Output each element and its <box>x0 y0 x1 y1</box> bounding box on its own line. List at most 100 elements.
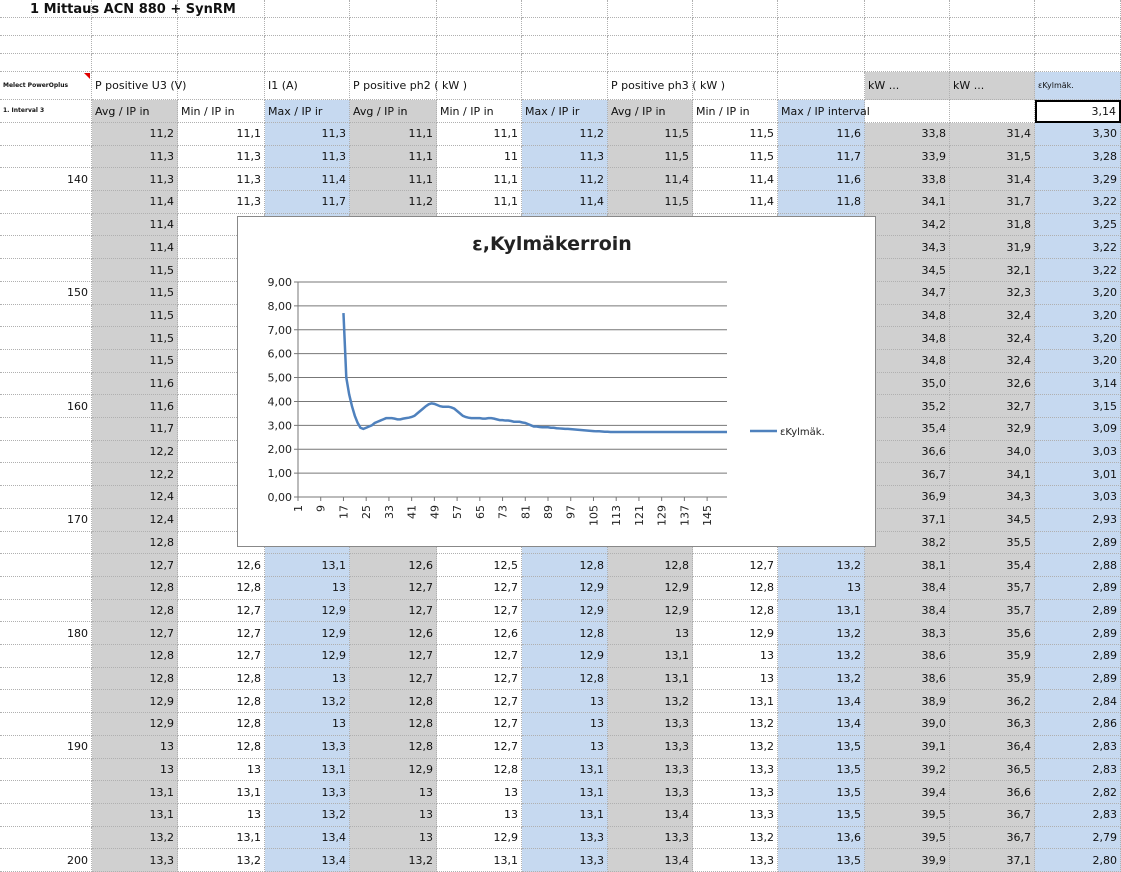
cell[interactable]: 3,22 <box>1035 191 1121 214</box>
cell[interactable]: 36,2 <box>950 690 1035 714</box>
cell[interactable]: 13,1 <box>522 781 608 804</box>
cell[interactable] <box>778 18 865 36</box>
cell[interactable]: 12,9 <box>693 622 778 646</box>
cell[interactable]: 13,2 <box>778 554 865 577</box>
cell[interactable]: 13,2 <box>265 690 350 714</box>
cell[interactable] <box>950 18 1035 36</box>
row-label[interactable] <box>0 599 92 623</box>
row-label[interactable]: 160 <box>0 395 92 419</box>
row-label[interactable] <box>0 486 92 509</box>
cell[interactable]: 32,4 <box>950 304 1035 328</box>
cell[interactable]: 12,7 <box>437 735 522 759</box>
cell[interactable] <box>0 18 92 36</box>
cell[interactable]: 34,0 <box>950 440 1035 464</box>
cell[interactable] <box>522 0 608 18</box>
cell[interactable]: 11,5 <box>693 145 778 169</box>
subheader-cell[interactable]: 3,14 <box>1035 100 1121 123</box>
cell[interactable] <box>350 54 437 72</box>
header-cell[interactable] <box>778 72 865 100</box>
cell[interactable]: 34,8 <box>865 327 950 350</box>
cell[interactable] <box>178 36 265 54</box>
cell[interactable] <box>693 0 778 18</box>
row-label[interactable] <box>0 372 92 396</box>
cell[interactable]: 36,5 <box>950 758 1035 782</box>
cell[interactable]: 13 <box>608 622 693 646</box>
cell[interactable] <box>265 36 350 54</box>
cell[interactable] <box>350 0 437 18</box>
cell[interactable]: 12,9 <box>92 690 178 714</box>
cell[interactable]: 3,15 <box>1035 395 1121 419</box>
cell[interactable]: 13,2 <box>693 735 778 759</box>
cell[interactable]: 11,4 <box>92 191 178 214</box>
row-label[interactable]: 190 <box>0 735 92 759</box>
cell[interactable] <box>350 18 437 36</box>
cell[interactable]: 13,2 <box>778 622 865 646</box>
cell[interactable]: 13,3 <box>92 849 178 872</box>
cell[interactable]: 13,3 <box>522 826 608 850</box>
cell[interactable] <box>608 36 693 54</box>
cell[interactable]: 13,4 <box>778 713 865 736</box>
subheader-cell[interactable] <box>950 100 1035 123</box>
cell[interactable]: 36,3 <box>950 713 1035 736</box>
cell[interactable]: 13,1 <box>265 554 350 577</box>
cell[interactable]: 13,1 <box>178 826 265 850</box>
cell[interactable]: 11,4 <box>608 168 693 192</box>
cell[interactable]: 11,4 <box>522 191 608 214</box>
row-label[interactable] <box>0 576 92 600</box>
cell[interactable]: 34,8 <box>865 349 950 373</box>
cell[interactable] <box>522 36 608 54</box>
cell[interactable]: 11,3 <box>265 145 350 169</box>
cell[interactable]: 11,7 <box>265 191 350 214</box>
header-cell[interactable]: εKylmäk. <box>1035 72 1121 100</box>
cell[interactable]: 11,5 <box>92 281 178 305</box>
cell[interactable] <box>92 0 178 18</box>
row-label[interactable]: 200 <box>0 849 92 872</box>
row-label[interactable] <box>0 440 92 464</box>
cell[interactable]: 12,7 <box>437 690 522 714</box>
cell[interactable]: 11,6 <box>778 168 865 192</box>
cell[interactable]: 12,8 <box>350 690 437 714</box>
row-label[interactable]: 170 <box>0 508 92 532</box>
cell[interactable] <box>437 54 522 72</box>
header-cell[interactable]: P positive ph3 ( kW ) <box>608 72 725 100</box>
cell[interactable]: 13 <box>265 713 350 736</box>
cell[interactable]: 13,1 <box>522 758 608 782</box>
cell[interactable]: 37,1 <box>865 508 950 532</box>
cell[interactable]: 12,2 <box>92 440 178 464</box>
cell[interactable]: 32,7 <box>950 395 1035 419</box>
cell[interactable]: 2,89 <box>1035 576 1121 600</box>
cell[interactable]: 2,83 <box>1035 735 1121 759</box>
subheader-cell[interactable]: Max / IP interval <box>778 100 870 123</box>
cell[interactable] <box>865 18 950 36</box>
cell[interactable]: 2,89 <box>1035 622 1121 646</box>
cell[interactable]: 2,89 <box>1035 531 1121 555</box>
row-label[interactable]: 140 <box>0 168 92 192</box>
header-cell[interactable] <box>178 72 265 100</box>
cell[interactable]: 13,3 <box>608 713 693 736</box>
cell[interactable]: 12,7 <box>437 599 522 623</box>
cell[interactable]: 13 <box>693 645 778 668</box>
cell[interactable]: 13,2 <box>178 849 265 872</box>
cell[interactable]: 12,8 <box>522 622 608 646</box>
row-label[interactable] <box>0 531 92 555</box>
subheader-cell[interactable]: Min / IP in <box>437 100 522 123</box>
cell[interactable]: 34,3 <box>950 486 1035 509</box>
cell[interactable]: 13,3 <box>522 849 608 872</box>
cell[interactable]: 12,8 <box>693 599 778 623</box>
cell[interactable]: 13,6 <box>778 826 865 850</box>
cell[interactable]: 11,5 <box>92 349 178 373</box>
cell[interactable]: 11,6 <box>92 395 178 419</box>
cell[interactable]: 35,4 <box>865 418 950 441</box>
cell[interactable]: 13 <box>437 803 522 827</box>
cell[interactable]: 13,2 <box>778 645 865 668</box>
row-label[interactable] <box>0 191 92 214</box>
cell[interactable]: 32,1 <box>950 259 1035 282</box>
cell[interactable] <box>522 54 608 72</box>
cell[interactable]: 3,29 <box>1035 168 1121 192</box>
cell[interactable] <box>865 54 950 72</box>
cell[interactable]: 31,9 <box>950 236 1035 260</box>
row-label[interactable] <box>0 463 92 487</box>
cell[interactable]: 3,03 <box>1035 440 1121 464</box>
cell[interactable]: 31,4 <box>950 168 1035 192</box>
row-label[interactable]: 150 <box>0 281 92 305</box>
